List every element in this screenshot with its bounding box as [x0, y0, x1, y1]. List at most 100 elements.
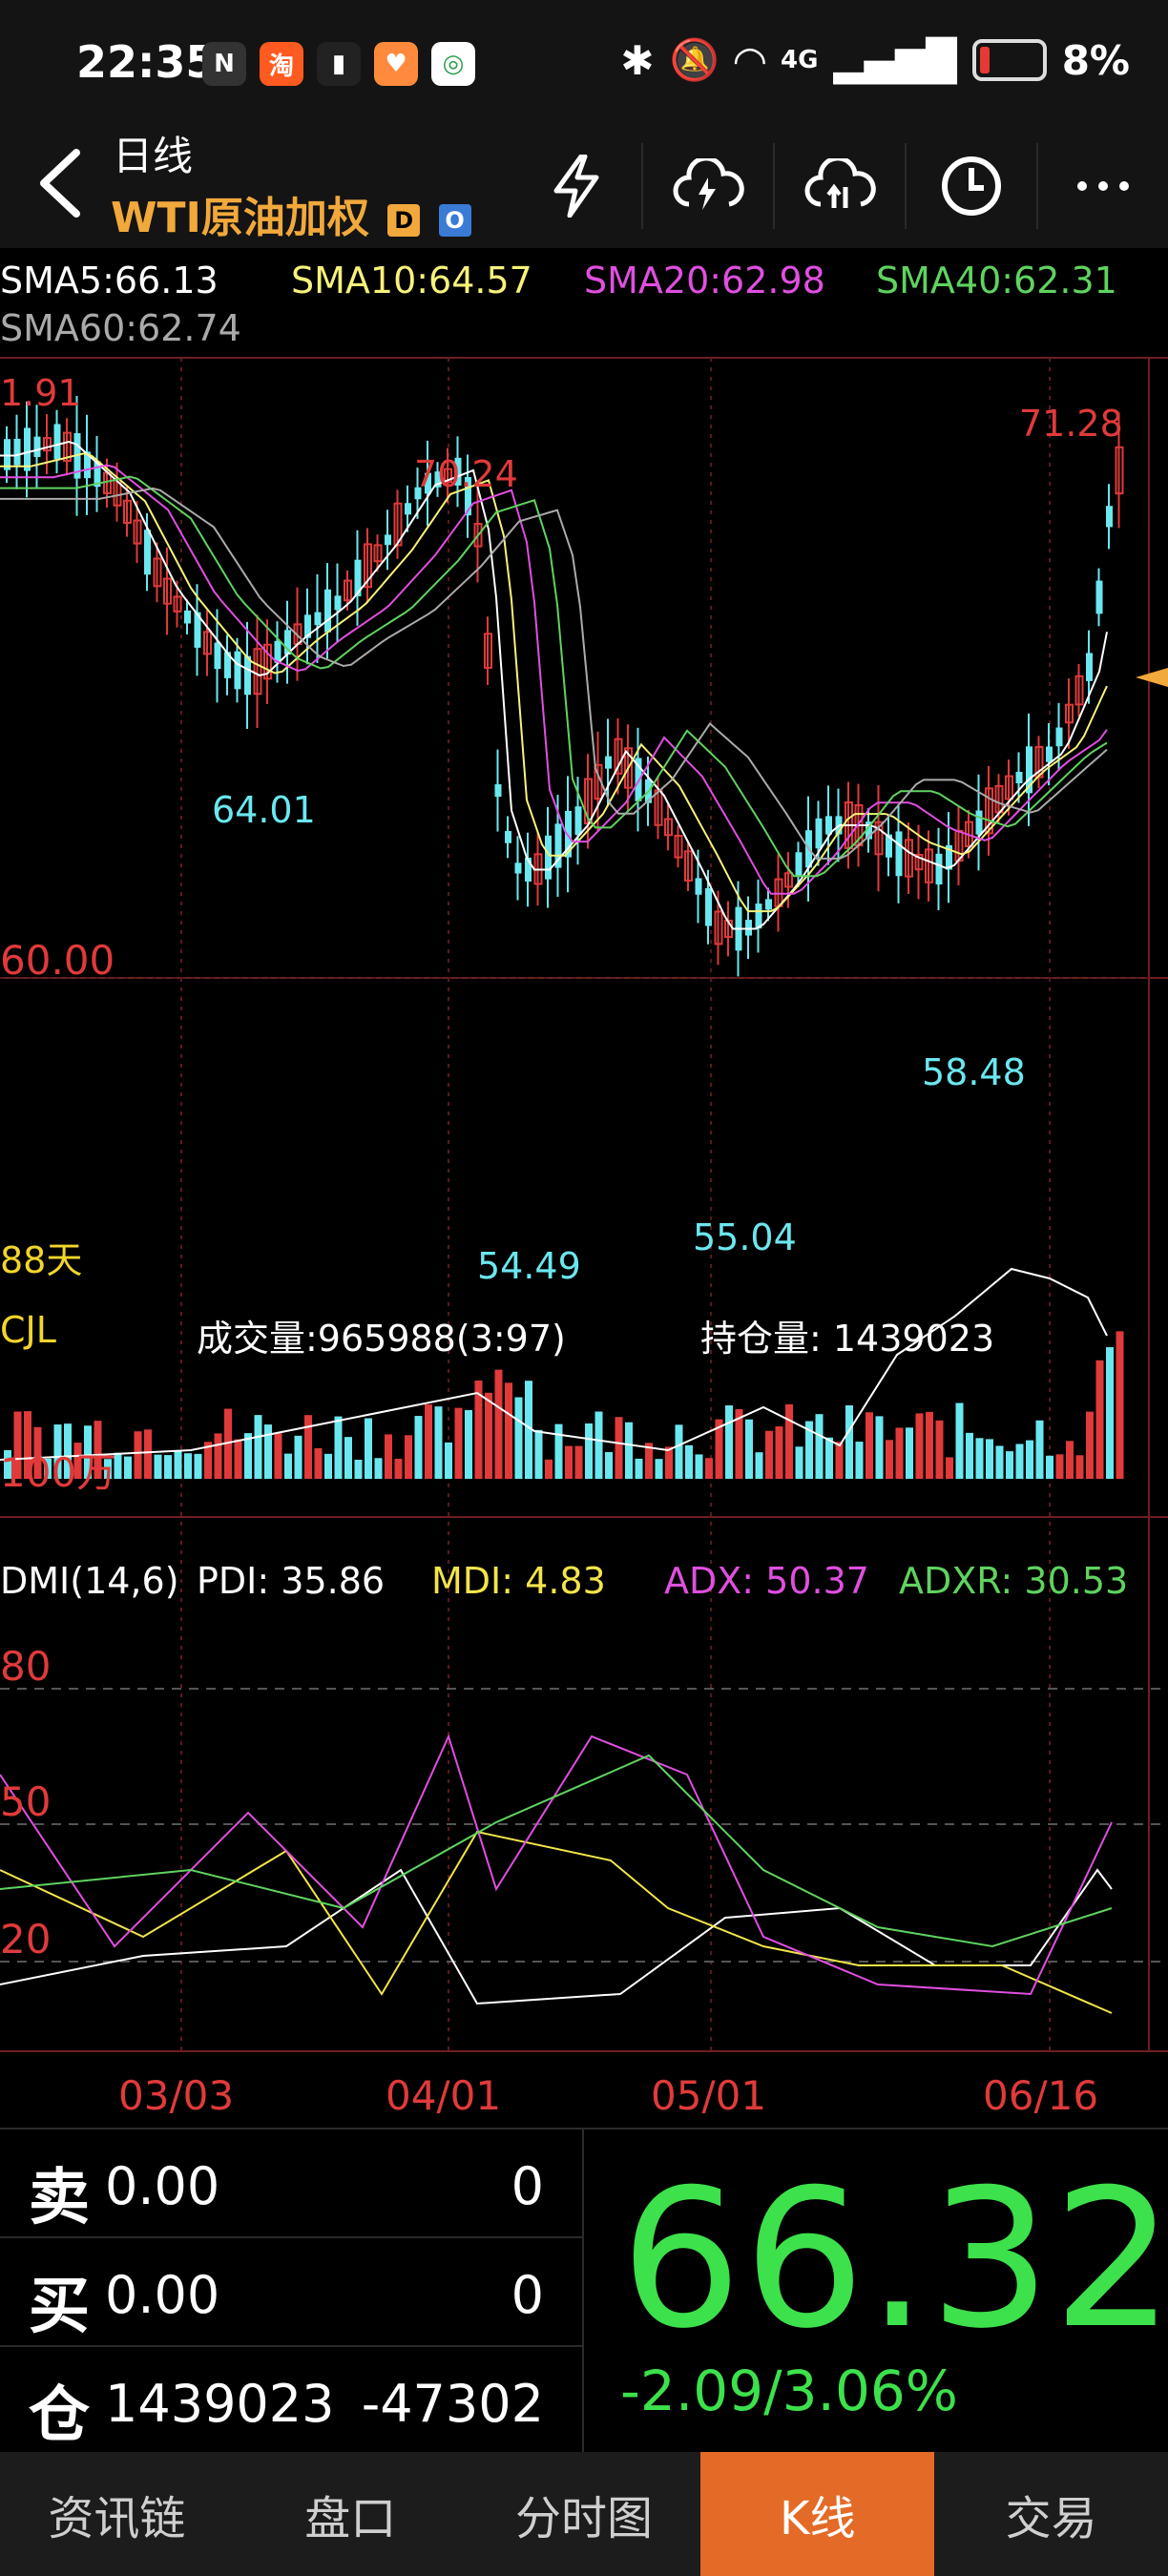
volume-bar — [745, 1419, 753, 1479]
volume-bar — [304, 1415, 312, 1479]
clock-icon[interactable] — [905, 143, 1036, 229]
candle — [63, 431, 72, 463]
candle — [886, 834, 892, 858]
sma5-label: SMA5:66.13 — [0, 260, 219, 301]
volume-bar — [805, 1421, 813, 1479]
sma40-label: SMA40:62.31 — [876, 260, 1117, 301]
candle — [253, 648, 262, 696]
instrument-title[interactable]: WTI原油加权 D O — [111, 183, 471, 244]
date-label: 06/16 — [983, 2072, 1099, 2119]
candle — [385, 534, 391, 546]
mute-icon: 🔕 — [669, 36, 720, 83]
volume-bar — [13, 1411, 22, 1479]
volume-bar — [565, 1445, 573, 1479]
volume-bar — [735, 1409, 743, 1479]
volume-bar — [144, 1429, 152, 1479]
volume-bar — [405, 1435, 412, 1479]
volume-bar — [946, 1457, 953, 1479]
volume-bar — [685, 1444, 693, 1479]
quote-panel: 卖 0.00 0 买 0.00 0 仓 1439023 -47302 66.32… — [0, 2128, 1168, 2454]
volume-bar — [665, 1446, 673, 1479]
flash-icon[interactable] — [511, 143, 641, 229]
tab-news[interactable]: 资讯链 — [48, 2492, 186, 2545]
volume-bar — [675, 1424, 683, 1479]
tab-kline[interactable]: K线 — [700, 2452, 935, 2576]
candle — [705, 887, 712, 926]
volume-bar — [64, 1423, 72, 1479]
tab-trade[interactable]: 交易 — [1005, 2492, 1097, 2545]
candle — [194, 612, 201, 648]
cloud-download-icon[interactable] — [641, 143, 773, 229]
date-label: 04/01 — [386, 2072, 502, 2119]
volume-scale-label: 100万 — [0, 1449, 117, 1496]
candle — [1095, 580, 1103, 614]
candle — [874, 821, 884, 856]
volume-bar — [174, 1451, 182, 1479]
volume-bar — [765, 1430, 773, 1479]
volume-bar — [1035, 1420, 1044, 1479]
volume-bar — [775, 1426, 783, 1479]
volume-bar — [284, 1453, 292, 1479]
volume-bar — [995, 1445, 1004, 1479]
volume-bar — [73, 1443, 82, 1479]
back-icon[interactable] — [29, 145, 95, 221]
candle — [1015, 771, 1023, 784]
candle — [234, 651, 241, 690]
volume-bar — [194, 1453, 202, 1479]
chart-area[interactable]: SMA5:66.13 SMA10:64.57 SMA20:62.98 SMA40… — [0, 248, 1168, 2128]
sell-price: 0.00 — [105, 2156, 220, 2216]
volume-bar — [494, 1369, 503, 1479]
candle — [244, 655, 251, 696]
candle — [84, 451, 91, 479]
kline-svg — [0, 357, 1168, 2052]
candle — [795, 852, 803, 877]
volume-bar — [605, 1451, 613, 1479]
cloud-upload-icon[interactable] — [773, 143, 905, 229]
candle — [905, 839, 913, 878]
volume-bar — [915, 1413, 924, 1479]
header-actions — [511, 143, 1168, 229]
buy-row: 买 0.00 0 — [0, 2238, 582, 2347]
candle — [454, 457, 462, 486]
volume-bar — [94, 1421, 102, 1479]
candle — [473, 523, 483, 548]
vgrid — [0, 358, 1149, 2051]
volume-bar — [264, 1424, 272, 1479]
volume-bar — [715, 1419, 723, 1479]
tab-timeshare[interactable]: 分时图 — [514, 2492, 653, 2545]
battery-icon — [971, 39, 1047, 81]
nfc-icon: N — [202, 42, 246, 86]
tab-orderbook[interactable]: 盘口 — [304, 2492, 397, 2545]
volume-bar — [906, 1427, 913, 1479]
candle — [895, 831, 903, 877]
high-label: 70.24 — [414, 453, 518, 495]
candle — [324, 589, 331, 633]
volume-bar — [554, 1423, 563, 1479]
volume-bar — [324, 1453, 332, 1479]
volume-bar — [465, 1409, 472, 1479]
volume-bar — [1086, 1411, 1094, 1479]
adxr-label: ADXR: 30.53 — [899, 1560, 1129, 1602]
candle — [1086, 653, 1093, 681]
candle — [574, 806, 582, 836]
status-bar: 22:35 N 淘 ▮ ♥ ◎ ✱ 🔕 ◠ 4G ▂▄▆█ 8% — [0, 0, 1168, 124]
dmi-line — [0, 1754, 1113, 1948]
candle — [203, 631, 212, 655]
dmi-level-80: 80 — [0, 1643, 52, 1690]
volume-bar — [214, 1433, 222, 1479]
volume-bar — [574, 1445, 583, 1479]
candle — [393, 502, 403, 547]
volume-bar — [354, 1459, 363, 1479]
volume-bar — [134, 1431, 142, 1479]
volume-bar — [835, 1442, 844, 1479]
volume-bar — [795, 1446, 803, 1479]
volume-bar — [344, 1437, 352, 1479]
ma-lines — [0, 440, 1108, 930]
volume-bar — [655, 1459, 663, 1479]
low3-label: 55.04 — [693, 1216, 797, 1258]
candle — [354, 559, 362, 596]
candle — [364, 543, 372, 589]
buy-label: 买 — [29, 2272, 90, 2342]
days-label: 88天 — [0, 1239, 83, 1281]
more-icon[interactable] — [1036, 143, 1168, 229]
